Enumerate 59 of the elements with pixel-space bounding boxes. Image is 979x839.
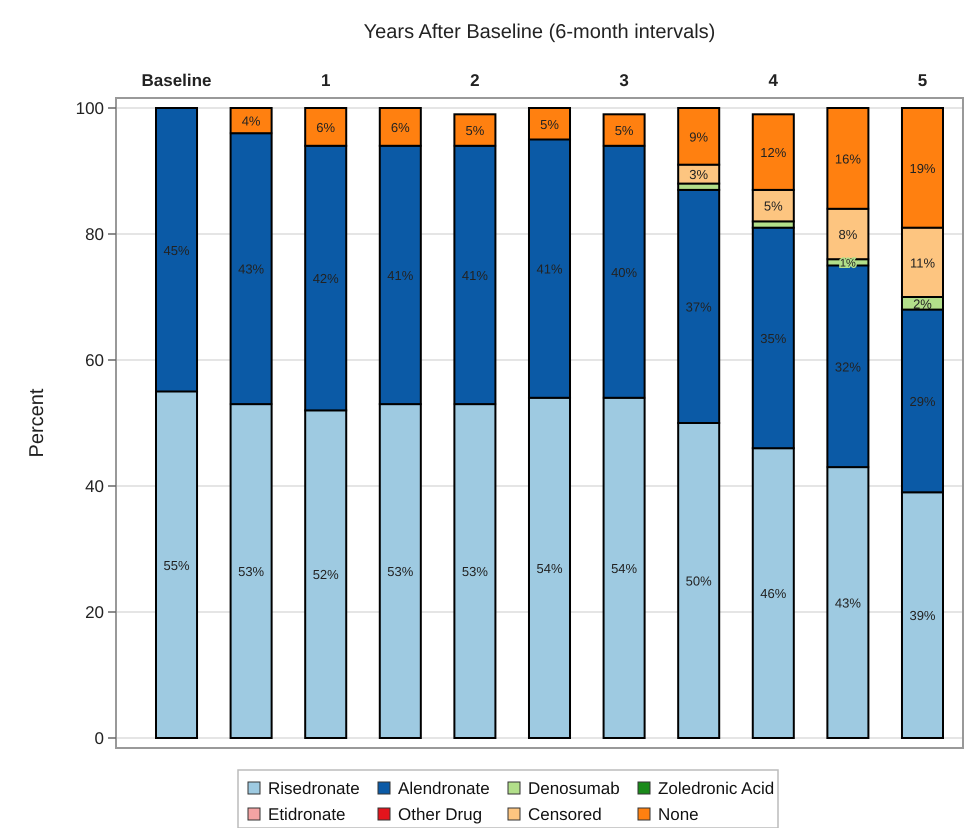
data-label: 5% bbox=[614, 123, 634, 138]
y-tick-label: 40 bbox=[85, 477, 104, 496]
data-label: 16% bbox=[834, 151, 862, 166]
data-label: 6% bbox=[316, 120, 336, 135]
data-label: 6% bbox=[390, 120, 410, 135]
y-tick-label: 0 bbox=[94, 729, 104, 748]
data-label: 29% bbox=[909, 394, 936, 409]
y-tick-label: 20 bbox=[85, 603, 104, 622]
x-tick-label: 3 bbox=[619, 71, 629, 90]
data-label: 42% bbox=[312, 271, 340, 286]
data-label: 32% bbox=[834, 359, 862, 374]
data-label: 4% bbox=[242, 114, 261, 129]
data-label: 54% bbox=[611, 560, 638, 576]
data-label: 46% bbox=[760, 586, 787, 602]
x-tick-label: Baseline bbox=[142, 71, 212, 90]
x-tick-label: 1 bbox=[320, 71, 330, 90]
data-label: 50% bbox=[686, 574, 712, 588]
y-tick-label: 60 bbox=[85, 351, 104, 370]
data-label: 8% bbox=[838, 227, 858, 242]
legend-label: Alendronate bbox=[398, 779, 490, 798]
data-label: 12% bbox=[760, 145, 787, 160]
data-label: 40% bbox=[611, 264, 638, 280]
legend-label: Other Drug bbox=[398, 805, 482, 824]
data-label: 5% bbox=[466, 123, 485, 138]
data-label: 55% bbox=[164, 558, 190, 573]
x-tick-label: 5 bbox=[918, 71, 928, 90]
data-label: 37% bbox=[686, 299, 712, 314]
data-label: 2% bbox=[913, 296, 932, 312]
legend-label: Censored bbox=[528, 805, 602, 824]
data-label: 43% bbox=[238, 262, 265, 277]
data-label: 53% bbox=[238, 564, 265, 580]
data-label: 9% bbox=[689, 129, 709, 144]
data-label: 3% bbox=[689, 167, 709, 182]
legend-label: Zoledronic Acid bbox=[658, 779, 774, 798]
data-label: 5% bbox=[540, 116, 560, 132]
data-label: 39% bbox=[909, 608, 936, 624]
data-label: 43% bbox=[834, 596, 862, 611]
data-label: 41% bbox=[536, 262, 563, 277]
data-label: 11% bbox=[910, 255, 936, 270]
y-axis-title: Percent bbox=[26, 388, 48, 458]
data-label: 45% bbox=[164, 242, 190, 258]
legend-label: Denosumab bbox=[528, 779, 620, 798]
data-label: 52% bbox=[312, 567, 340, 582]
x-tick-label: 4 bbox=[768, 71, 779, 90]
data-label: 41% bbox=[387, 268, 414, 283]
x-axis-title: Years After Baseline (6-month intervals) bbox=[364, 21, 716, 43]
legend-label: Risedronate bbox=[268, 779, 360, 798]
data-label: 5% bbox=[764, 198, 784, 214]
y-tick-label: 80 bbox=[85, 225, 104, 244]
y-tick-label: 100 bbox=[76, 99, 104, 118]
legend-label: Etidronate bbox=[268, 805, 346, 824]
data-label: 53% bbox=[387, 564, 414, 580]
x-tick-label: 2 bbox=[470, 71, 480, 90]
data-label: 54% bbox=[536, 560, 563, 576]
data-label: 35% bbox=[760, 330, 787, 346]
data-label: 41% bbox=[462, 268, 488, 283]
data-label: 19% bbox=[909, 160, 936, 176]
data-label: 53% bbox=[462, 564, 488, 580]
legend-label: None bbox=[658, 805, 699, 824]
